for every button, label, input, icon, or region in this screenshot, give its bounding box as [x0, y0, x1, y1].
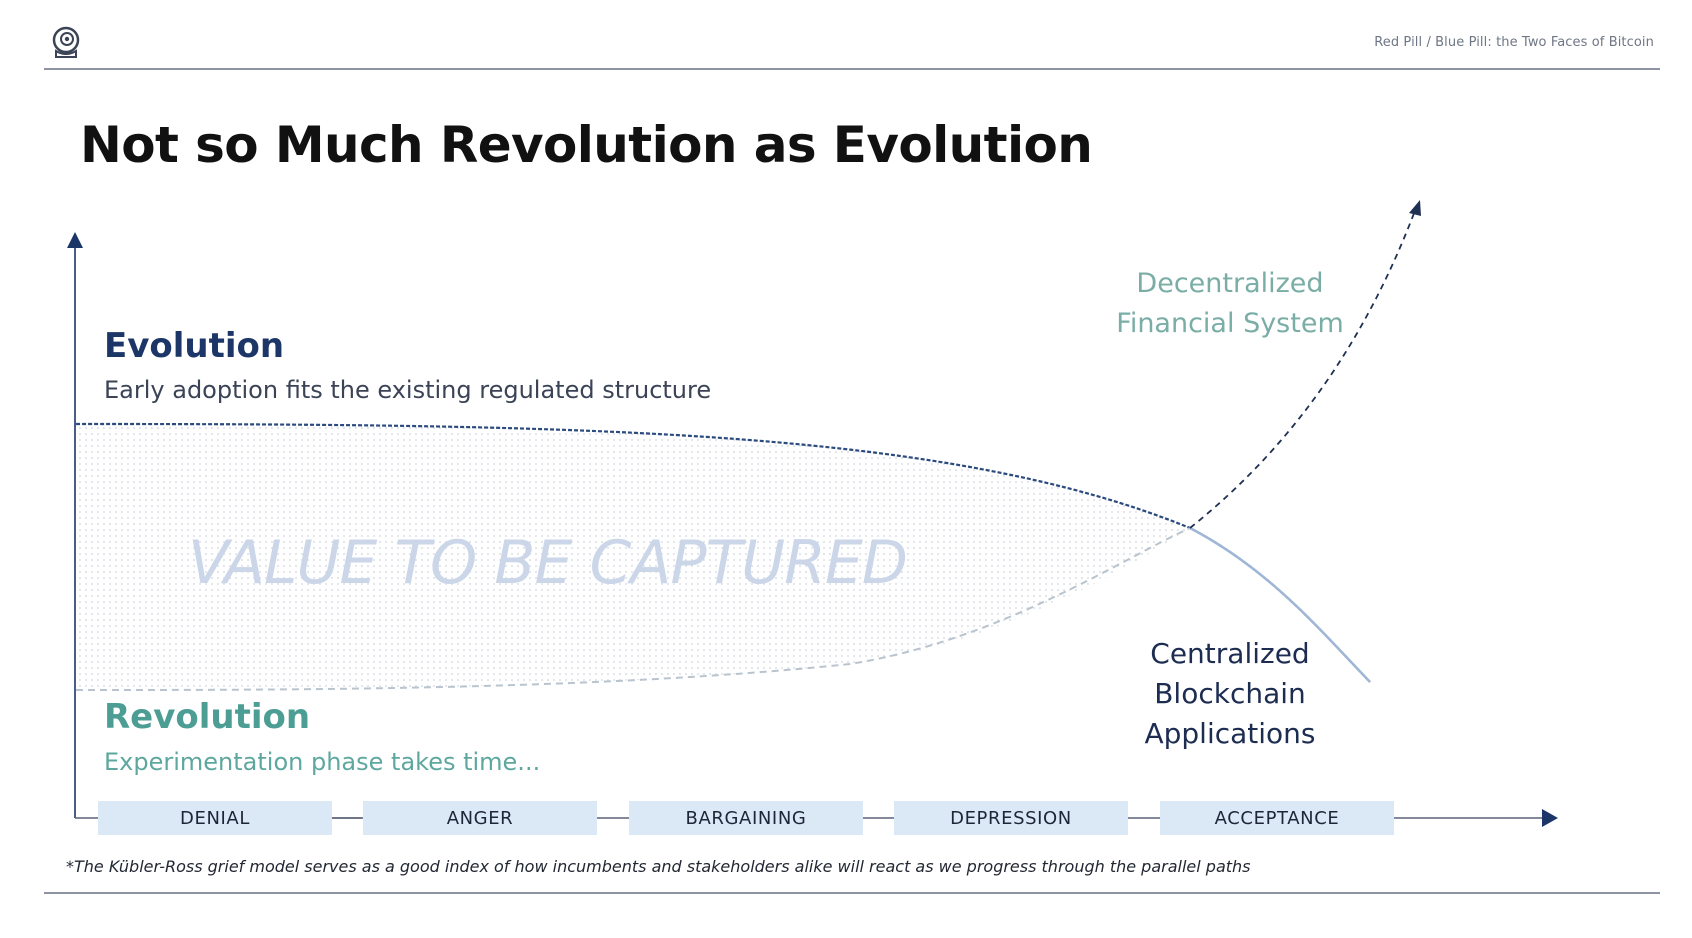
footer-divider — [44, 892, 1660, 894]
x-axis-arrow-icon — [1542, 809, 1558, 827]
slide-title: Not so Much Revolution as Evolution — [80, 116, 1093, 174]
y-axis-arrow-icon — [67, 232, 83, 248]
value-region — [76, 424, 1190, 690]
stage-bargaining: BARGAINING — [629, 801, 863, 835]
stage-acceptance: ACCEPTANCE — [1160, 801, 1394, 835]
revolution-arrow-icon — [1409, 200, 1421, 216]
revolution-heading: Revolution — [104, 697, 311, 737]
footnote: *The Kübler-Ross grief model serves as a… — [66, 857, 1251, 876]
revolution-subtitle: Experimentation phase takes time... — [104, 748, 541, 776]
evolution-subtitle: Early adoption fits the existing regulat… — [104, 376, 712, 404]
revolution-path — [75, 527, 1191, 691]
value-watermark: VALUE TO BE CAPTURED — [188, 528, 908, 598]
header-divider — [44, 68, 1660, 70]
stage-depression: DEPRESSION — [894, 801, 1128, 835]
deck-title: Red Pill / Blue Pill: the Two Faces of B… — [1374, 35, 1654, 50]
revolution-path-rise — [1189, 207, 1417, 529]
centralized-label: Centralized Blockchain Applications — [1144, 637, 1316, 750]
astronaut-helmet-icon — [50, 24, 82, 60]
evolution-path-tail — [1189, 526, 1371, 683]
stage-anger: ANGER — [363, 801, 597, 835]
stage-denial: DENIAL — [98, 801, 332, 835]
evolution-heading: Evolution — [104, 326, 285, 366]
decentralized-label: Decentralized Financial System — [1116, 268, 1344, 339]
